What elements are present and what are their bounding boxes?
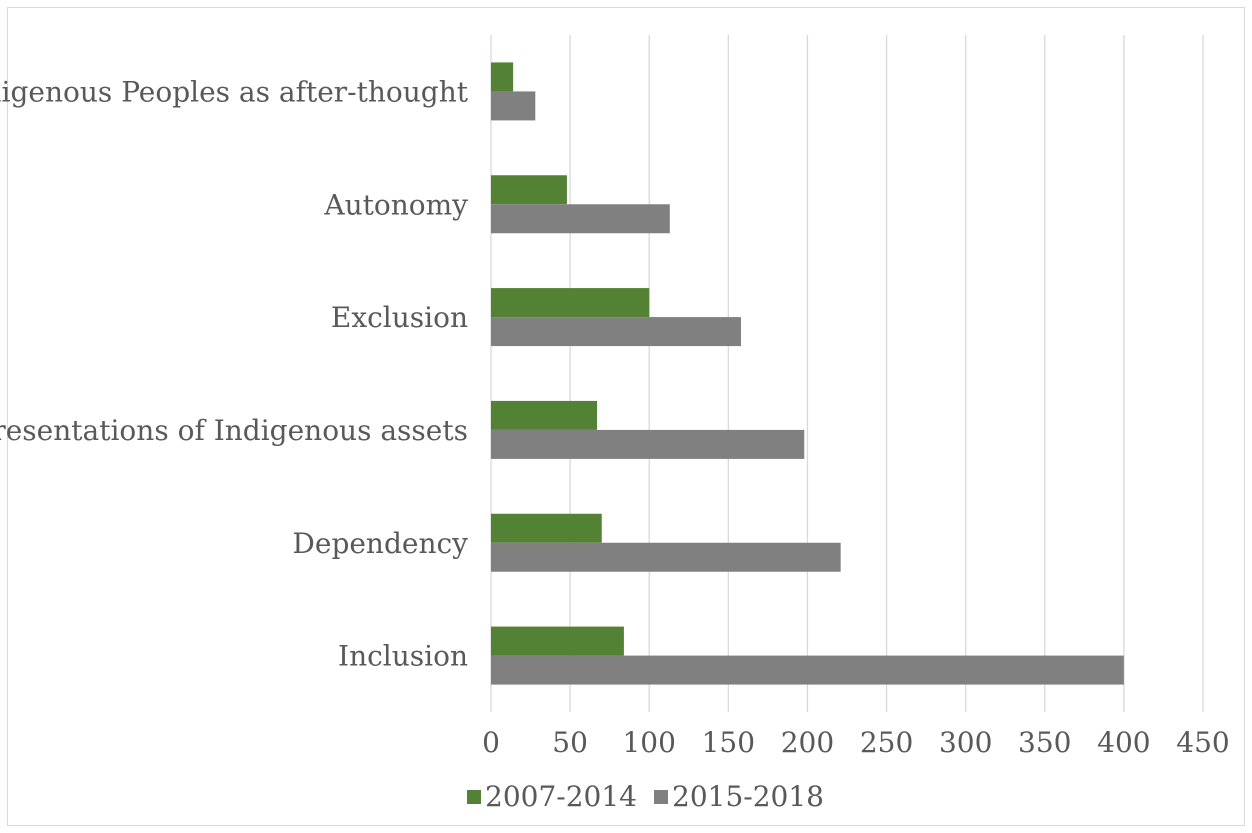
category-label: Dependency	[292, 527, 468, 560]
x-tick-label: 450	[1176, 726, 1229, 759]
x-tick-label: 100	[622, 726, 675, 759]
x-tick-label: 300	[939, 726, 992, 759]
legend-swatch-2015-2018	[654, 790, 668, 804]
category-label: Autonomy	[323, 188, 468, 221]
legend-swatch-2007-2014	[467, 790, 481, 804]
x-tick-label: 150	[702, 726, 755, 759]
legend: 2007-2014 2015-2018	[467, 780, 824, 813]
gridlines	[490, 35, 1204, 712]
category-label: Indigenous Peoples as after-thought	[0, 75, 469, 108]
x-tick-label: 200	[781, 726, 834, 759]
x-tick-label: 350	[1018, 726, 1071, 759]
legend-label: 2007-2014	[485, 780, 637, 813]
bar-2015-2018-inclusion	[491, 655, 1124, 685]
bar-2015-2018-representations-of-indigenous-assets	[491, 429, 805, 459]
bar-2007-2014-indigenous-peoples-as-after-thought	[491, 62, 514, 92]
bar-2015-2018-exclusion	[491, 317, 741, 347]
category-labels: Indigenous Peoples as after-thought Auton…	[0, 75, 469, 672]
x-tick-label: 50	[552, 726, 588, 759]
bar-2015-2018-autonomy	[491, 204, 670, 234]
category-label: Representations of Indigenous assets	[0, 414, 468, 447]
bar-2015-2018-indigenous-peoples-as-after-thought	[491, 91, 536, 121]
x-tick-labels: 0 50 100 150 200 250 300 350 400 450	[482, 726, 1230, 759]
bar-2007-2014-inclusion	[491, 626, 624, 656]
chart-frame	[7, 7, 1245, 826]
category-label: Inclusion	[338, 640, 468, 673]
bar-2007-2014-representations-of-indigenous-assets	[491, 400, 598, 430]
bar-2015-2018-dependency	[491, 542, 841, 572]
bar-2007-2014-dependency	[491, 513, 602, 543]
legend-label: 2015-2018	[672, 780, 824, 813]
bar-2007-2014-exclusion	[491, 288, 650, 318]
x-tick-label: 0	[482, 726, 500, 759]
bars	[491, 62, 1124, 685]
x-tick-label: 250	[860, 726, 913, 759]
bar-2007-2014-autonomy	[491, 175, 567, 205]
x-tick-label: 400	[1097, 726, 1150, 759]
category-label: Exclusion	[331, 301, 468, 334]
